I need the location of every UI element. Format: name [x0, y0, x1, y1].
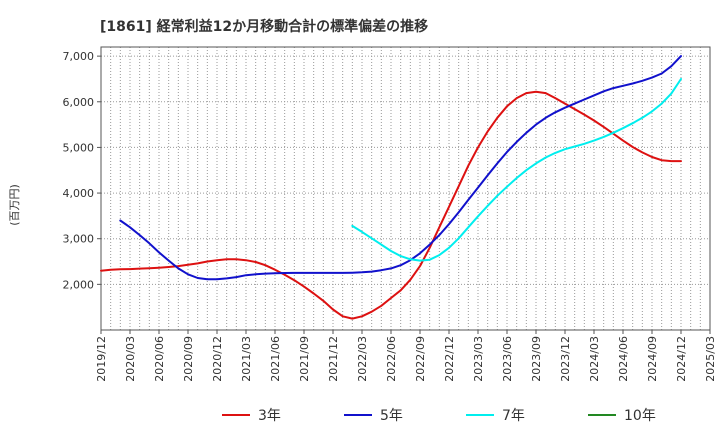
plot-area: 2,000 3,000 4,000 5,000 6,000 7,000 2019/12 202…: [63, 46, 717, 382]
x-tick-label: 2022/09: [414, 336, 427, 382]
x-tick-label: 2024/03: [588, 336, 601, 382]
x-tick-label: 2023/06: [501, 336, 514, 382]
x-tick-label: 2020/09: [182, 336, 195, 382]
x-tick-label: 2021/09: [298, 336, 311, 382]
x-tick-label: 2024/12: [675, 336, 688, 382]
x-tick-label: 2023/12: [559, 336, 572, 382]
plot-frame: [100, 46, 711, 331]
chart-title: [1861] 経常利益12か月移動合計の標準偏差の推移: [100, 18, 428, 35]
legend-label: 5年: [380, 408, 403, 424]
x-tick-label: 2024/09: [646, 336, 659, 382]
x-tick-label: 2022/12: [443, 336, 456, 382]
y-tick-label: 6,000: [63, 96, 95, 109]
y-tick-label: 2,000: [63, 278, 95, 291]
series-line: [351, 78, 682, 262]
x-tick-label: 2020/03: [124, 336, 137, 382]
legend-label: 10年: [624, 408, 656, 424]
y-tick-label: 4,000: [63, 187, 95, 200]
x-tick-label: 2022/06: [385, 336, 398, 382]
x-tick-label: 2019/12: [95, 336, 108, 382]
x-tick-label: 2020/12: [211, 336, 224, 382]
series-line: [100, 90, 682, 320]
x-tick-label: 2023/09: [530, 336, 543, 382]
series-line: [119, 55, 682, 281]
y-tick-label: 7,000: [63, 50, 95, 63]
y-axis-label: (百万円): [8, 184, 21, 226]
x-tick-label: 2022/03: [356, 336, 369, 382]
x-tick-label: 2021/03: [240, 336, 253, 382]
x-tick-label: 2023/03: [472, 336, 485, 382]
x-tick-label: 2025/03: [704, 336, 717, 382]
legend-label: 3年: [258, 408, 281, 424]
x-tick-label: 2021/12: [327, 336, 340, 382]
legend: 3年 5年 7年 10年: [222, 408, 656, 424]
x-tick-label: 2021/06: [269, 336, 282, 382]
x-tick-label: 2020/06: [153, 336, 166, 382]
x-tick-label: 2024/06: [617, 336, 630, 382]
y-tick-label: 5,000: [63, 141, 95, 154]
y-tick-label: 3,000: [63, 233, 95, 246]
legend-label: 7年: [502, 408, 525, 424]
